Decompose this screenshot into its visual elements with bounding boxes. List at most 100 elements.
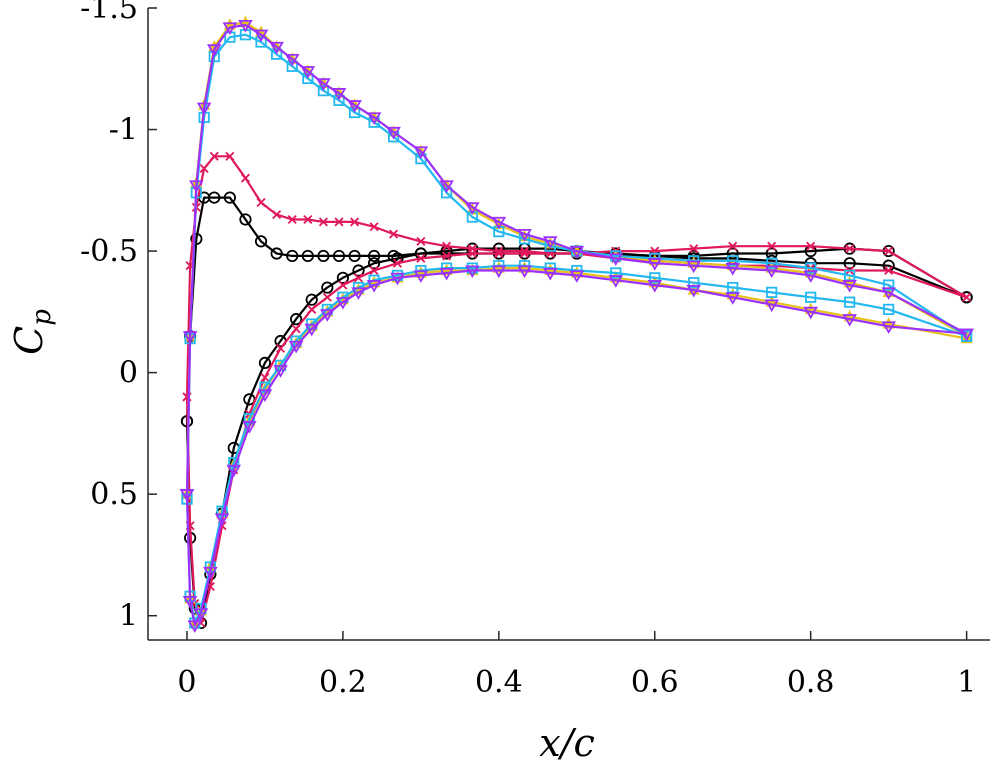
data-point <box>257 389 273 403</box>
x-tick-label: 1 <box>957 665 976 700</box>
data-point <box>805 291 817 303</box>
data-point <box>317 85 330 97</box>
data-point <box>182 331 198 344</box>
data-point <box>179 489 195 502</box>
data-point <box>333 94 345 106</box>
data-point <box>335 297 351 310</box>
data-point <box>881 287 896 300</box>
data-point <box>764 299 779 313</box>
data-point <box>647 258 663 271</box>
data-point <box>255 36 267 48</box>
x-tick-label: 0.4 <box>475 665 523 700</box>
data-point <box>803 306 818 320</box>
data-point <box>214 513 230 526</box>
data-point <box>883 303 895 316</box>
data-point <box>301 249 314 263</box>
series-line-upper <box>185 33 968 500</box>
data-point <box>286 249 299 263</box>
data-point <box>253 29 269 43</box>
data-point <box>240 173 250 183</box>
data-point <box>305 293 318 306</box>
data-point <box>517 229 532 242</box>
data-point <box>805 262 817 274</box>
data-point <box>766 257 778 269</box>
data-point <box>223 191 236 204</box>
data-point <box>465 265 480 279</box>
data-point <box>883 279 895 291</box>
x-tick-label: 0.2 <box>319 665 367 700</box>
data-point <box>318 217 328 227</box>
data-point <box>316 78 331 91</box>
data-point <box>242 421 257 434</box>
data-point <box>352 264 365 277</box>
series-layer <box>179 15 974 633</box>
data-point <box>959 328 974 342</box>
data-point <box>196 102 212 116</box>
data-point <box>302 72 314 85</box>
y-tick-label: -1 <box>109 113 138 148</box>
data-point <box>389 229 399 239</box>
data-point <box>962 292 972 302</box>
x-tick-label: 0.8 <box>787 665 835 700</box>
data-point <box>467 248 477 259</box>
data-point <box>300 66 316 79</box>
data-point <box>884 265 894 276</box>
data-point <box>286 60 298 72</box>
plot-area <box>148 8 990 640</box>
y-tick-label: 0 <box>119 356 138 391</box>
data-point <box>842 314 857 327</box>
data-point <box>353 273 364 283</box>
data-point <box>271 48 283 60</box>
data-point <box>331 88 347 101</box>
data-point <box>369 222 379 232</box>
x-tick-label: 0.6 <box>631 665 679 700</box>
data-point <box>273 365 288 378</box>
data-point <box>764 265 779 279</box>
data-point <box>307 304 317 314</box>
data-point <box>203 566 218 580</box>
data-point <box>517 265 532 279</box>
data-point <box>260 372 270 383</box>
series-line-lower <box>185 269 967 627</box>
data-point <box>686 284 702 298</box>
data-point <box>254 235 268 248</box>
data-point <box>543 267 558 281</box>
data-point <box>348 249 361 263</box>
y-axis-label-sub: p <box>27 309 57 326</box>
data-point <box>610 267 622 279</box>
data-point <box>608 253 624 266</box>
data-point <box>686 260 702 274</box>
data-point <box>366 112 382 125</box>
data-point <box>494 248 504 259</box>
data-point <box>390 272 405 286</box>
data-point <box>338 280 348 290</box>
data-point <box>321 281 334 294</box>
data-point <box>291 324 301 334</box>
data-point <box>366 280 382 293</box>
data-point <box>416 236 426 246</box>
data-point <box>209 151 219 161</box>
data-point <box>569 246 585 259</box>
data-point <box>726 247 739 260</box>
data-point <box>317 249 330 263</box>
data-point <box>440 187 453 199</box>
series-case-5 <box>179 19 974 633</box>
data-point <box>290 313 303 326</box>
data-point <box>347 100 362 113</box>
data-point <box>350 217 360 227</box>
data-point <box>239 15 252 28</box>
data-point <box>439 267 454 281</box>
data-point <box>349 106 361 119</box>
data-point <box>304 323 320 337</box>
series-line-lower <box>185 264 967 625</box>
data-point <box>766 286 778 299</box>
data-point <box>276 343 286 353</box>
data-point <box>303 214 313 225</box>
data-point <box>844 296 856 308</box>
data-point <box>727 255 739 267</box>
data-point <box>190 232 203 246</box>
data-point <box>258 356 272 369</box>
data-point <box>189 180 204 193</box>
x-axis-label: x/c <box>539 721 595 765</box>
